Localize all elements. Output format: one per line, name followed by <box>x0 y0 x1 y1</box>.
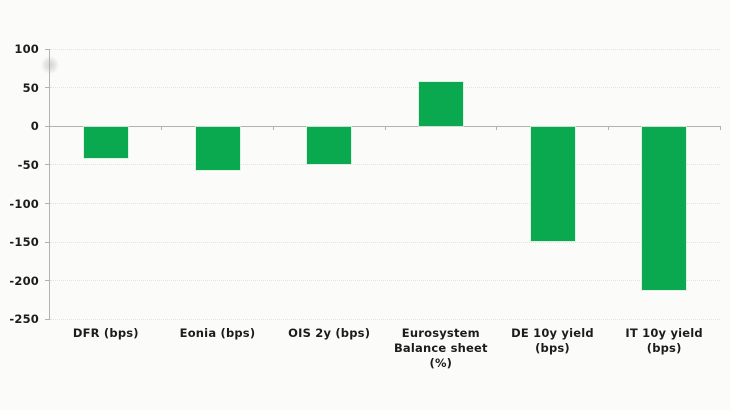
bar-eonia-bps <box>195 126 240 171</box>
x-axis-category-label-de-10y-yield-bps: DE 10y yield (bps) <box>511 326 594 355</box>
x-axis-tick-3 <box>384 126 386 131</box>
y-axis-line <box>49 48 50 320</box>
x-axis-tick-4 <box>496 126 498 131</box>
y-axis-tick--150 <box>45 241 50 243</box>
y-axis-tick-0 <box>45 125 50 127</box>
y-axis-tick-label-0: 0 <box>30 119 39 134</box>
x-axis-tick-6 <box>719 126 721 131</box>
bar-it-10y-yield-bps <box>642 126 687 290</box>
x-axis-tick-2 <box>272 126 274 131</box>
y-axis-tick-label--50: -50 <box>17 157 39 172</box>
y-axis-tick-100 <box>45 48 50 50</box>
bar-dfr-bps <box>83 126 128 158</box>
x-axis-category-label-eonia-bps: Eonia (bps) <box>179 326 256 340</box>
y-axis-tick-label--100: -100 <box>9 196 39 211</box>
gridline--100 <box>50 203 720 204</box>
gridline--200 <box>50 280 720 282</box>
y-axis-tick-label-50: 50 <box>22 80 39 95</box>
gridline--250 <box>50 318 720 320</box>
gridline-50 <box>50 87 720 89</box>
x-axis-category-label-eurosystem-balance-sheet: Eurosystem Balance sheet (%) <box>393 326 488 370</box>
x-axis-category-label-it-10y-yield-bps: IT 10y yield (bps) <box>625 326 703 355</box>
bar-ois-2y-bps <box>307 126 352 164</box>
y-axis-tick--50 <box>45 164 50 166</box>
x-axis-tick-1 <box>161 126 163 131</box>
x-axis-category-label-ois-2y-bps: OIS 2y (bps) <box>288 326 371 340</box>
y-axis-tick-label--250: -250 <box>9 312 39 327</box>
gridline--50 <box>50 164 720 166</box>
x-axis-tick-5 <box>607 126 609 131</box>
gridline-100 <box>50 48 720 50</box>
y-axis-tick-50 <box>45 87 50 89</box>
y-axis-tick--250 <box>45 318 50 320</box>
y-axis-tick-label--200: -200 <box>9 273 39 288</box>
y-axis-tick-label--150: -150 <box>9 235 39 250</box>
x-axis-category-label-dfr-bps: DFR (bps) <box>72 326 139 340</box>
y-axis-tick--100 <box>45 203 50 204</box>
gridline--150 <box>50 241 720 243</box>
bar-de-10y-yield-bps <box>530 126 575 242</box>
bar-eurosystem-balance-sheet <box>418 81 463 127</box>
y-axis-tick--200 <box>45 280 50 282</box>
y-axis-tick-label-100: 100 <box>14 42 39 57</box>
